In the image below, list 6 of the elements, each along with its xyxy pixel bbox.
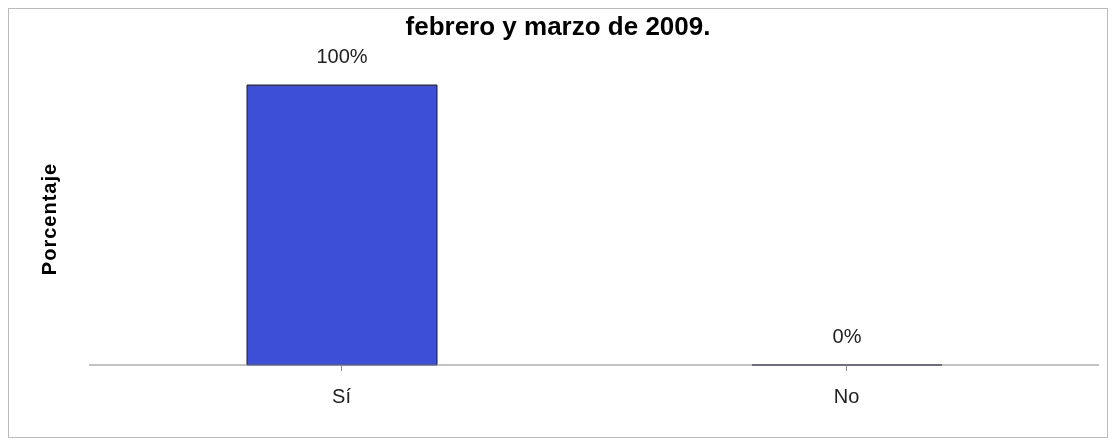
y-axis-title: Porcentaje	[37, 162, 61, 276]
chart-title: febrero y marzo de 2009.	[404, 11, 712, 43]
x-tick-label: No	[833, 385, 860, 408]
data-label: 0%	[832, 324, 862, 347]
data-label: 100%	[316, 45, 368, 67]
x-tick-label: Sí	[332, 385, 352, 408]
